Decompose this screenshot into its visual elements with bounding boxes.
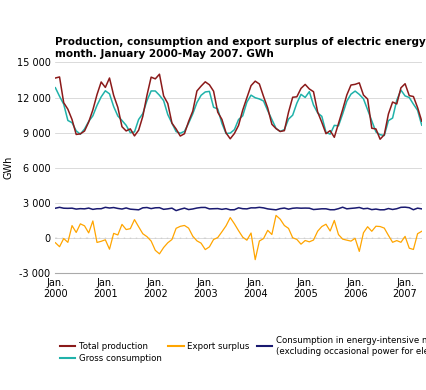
Legend: Total production, Gross consumption, Export surplus, Consumption in energy-inten: Total production, Gross consumption, Exp… [60,336,426,363]
Y-axis label: GWh: GWh [4,156,14,179]
Text: Production, consumption and export surplus of electric energy per
month. January: Production, consumption and export surpl… [55,37,426,59]
